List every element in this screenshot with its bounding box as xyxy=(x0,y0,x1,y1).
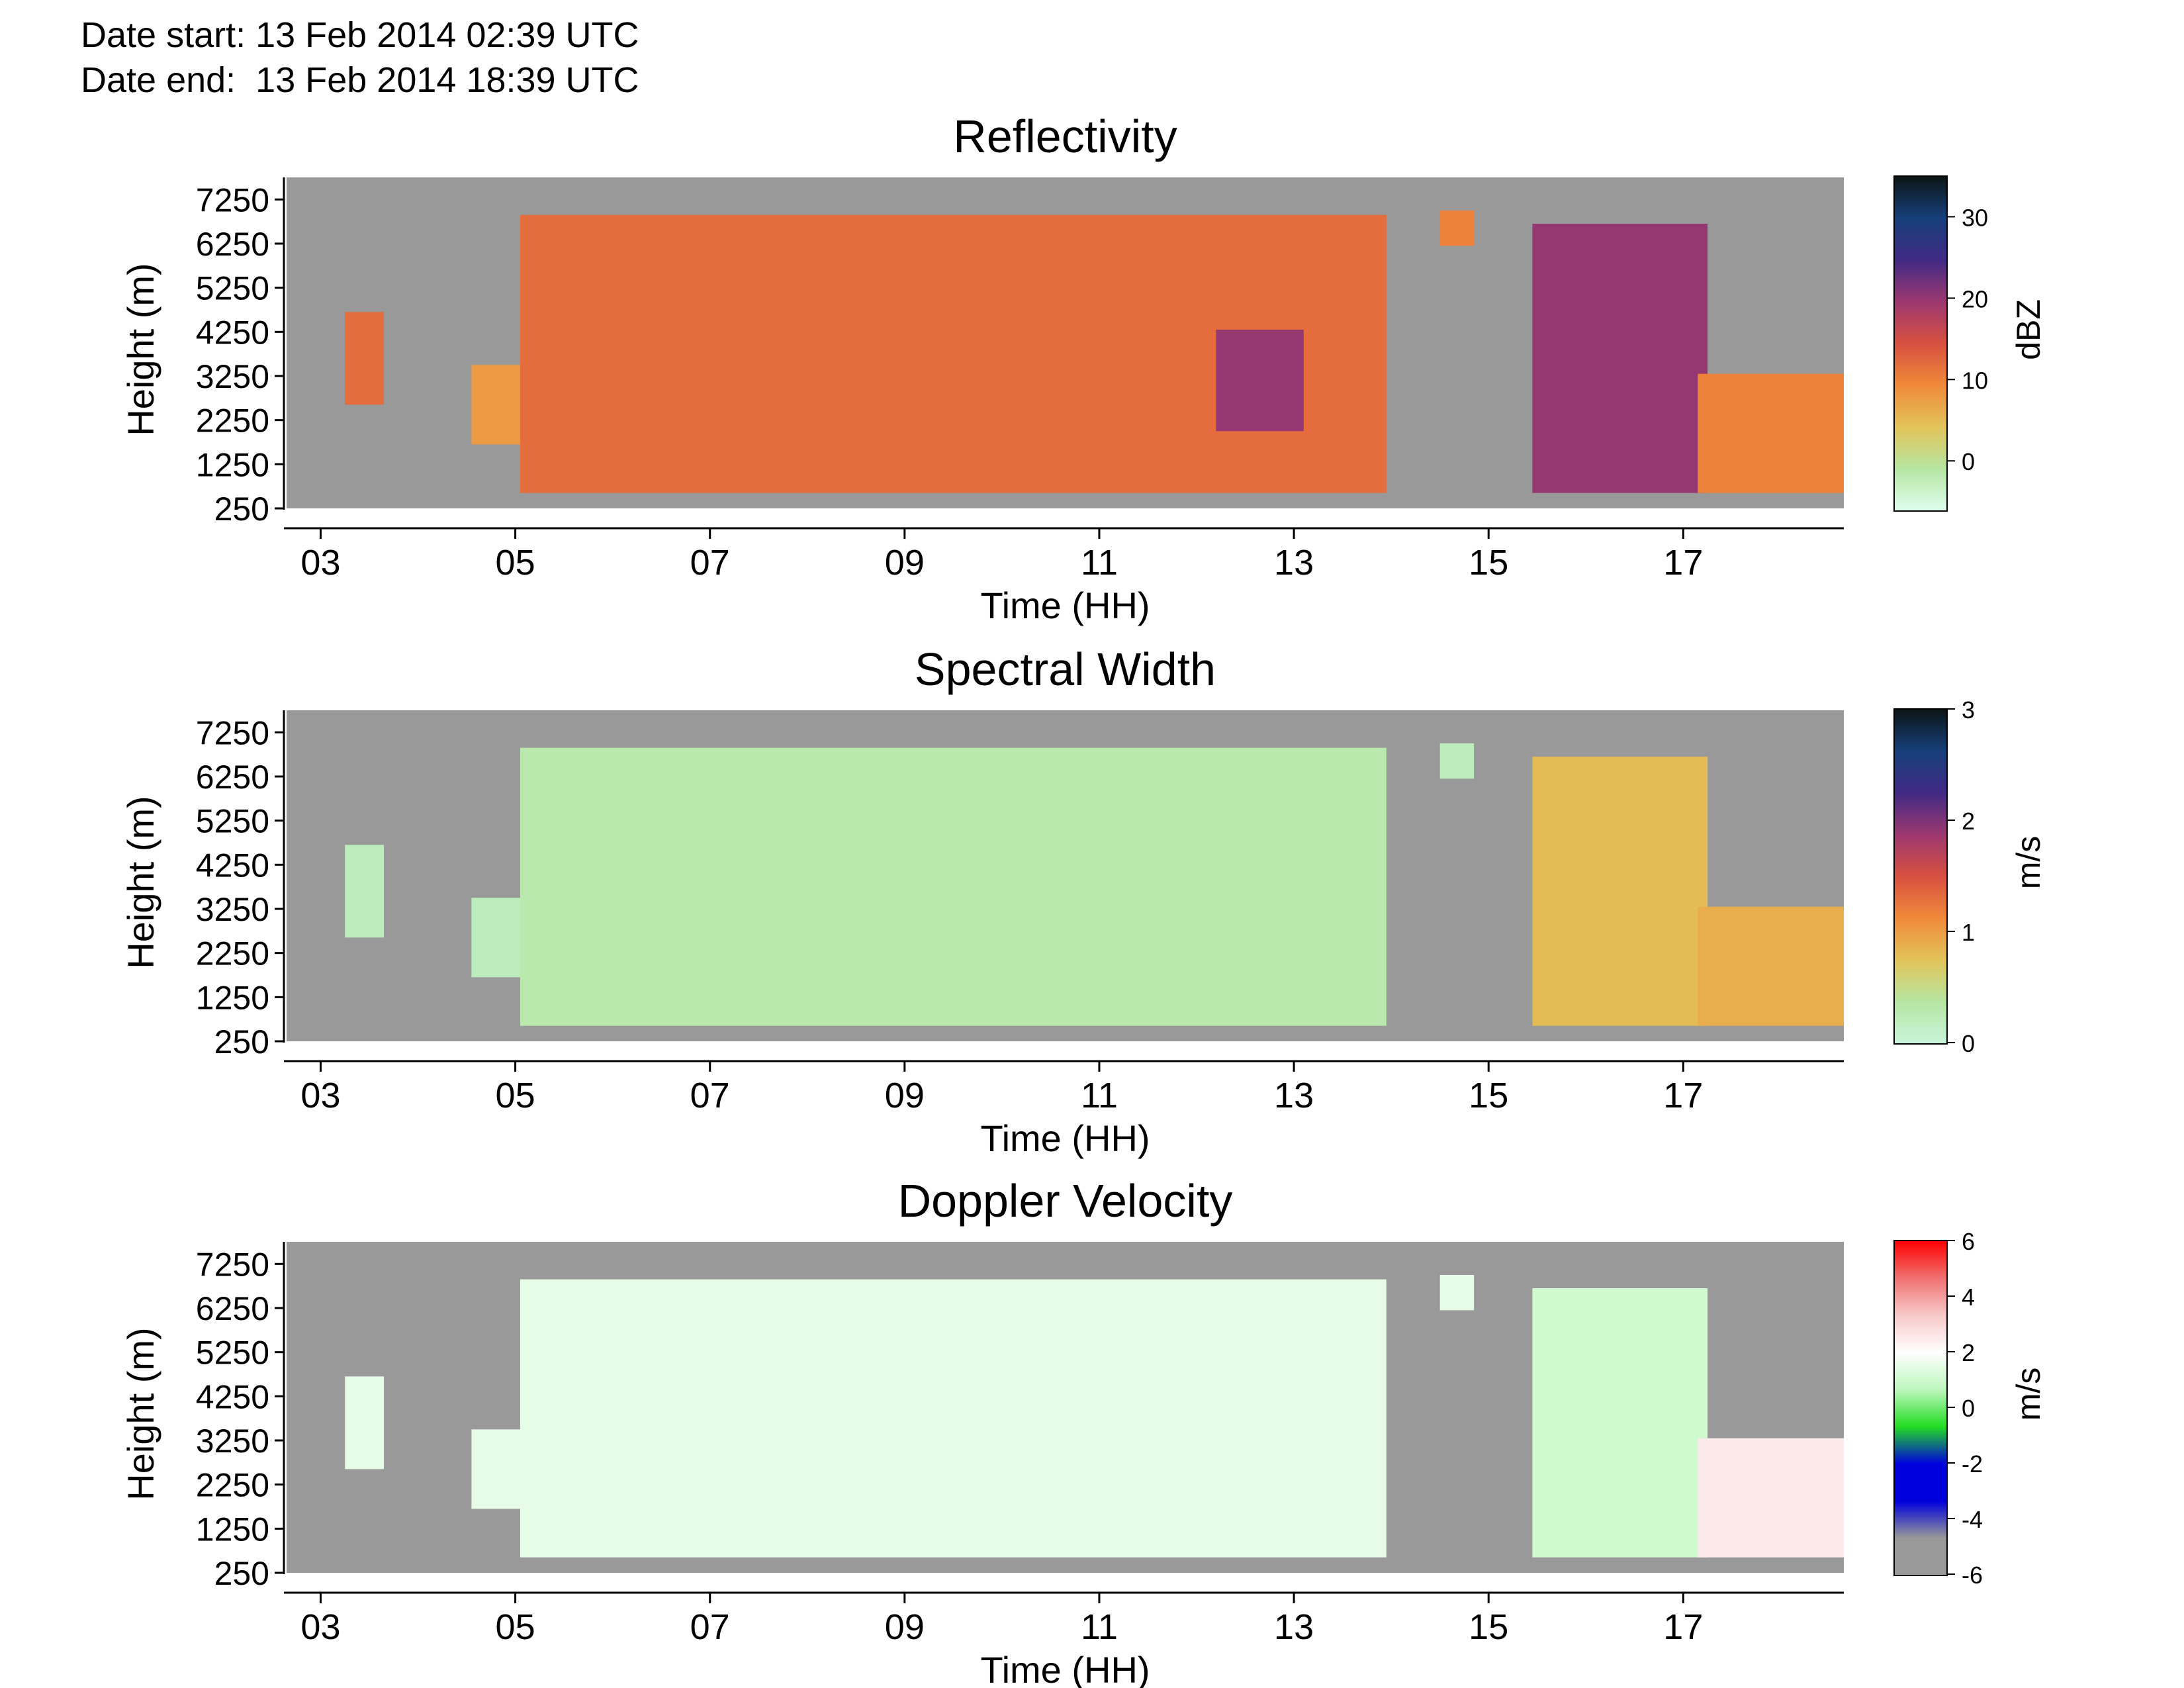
x-tick-label: 11 xyxy=(1081,1607,1118,1647)
colorbar-tick-label: -4 xyxy=(1962,1506,1983,1533)
x-tick-label: 09 xyxy=(885,1607,925,1647)
echo-region xyxy=(1532,1288,1708,1558)
x-tick-label: 09 xyxy=(885,543,925,583)
echo-region xyxy=(1532,224,1708,493)
colorbar xyxy=(1893,175,1948,512)
x-axis-label: Time (HH) xyxy=(980,585,1150,626)
echo-region xyxy=(1698,373,1844,493)
y-tick-label: 250 xyxy=(214,1023,269,1060)
y-tick-label: 5250 xyxy=(196,270,269,307)
colorbar-tick-label: -2 xyxy=(1962,1450,1983,1477)
panel-2: Doppler Velocity 250 1250 2250 3250 4250 5250 6… xyxy=(120,1175,2047,1688)
x-tick-label: 17 xyxy=(1663,543,1703,583)
colorbar-tick-label: 6 xyxy=(1962,1228,1975,1255)
echo-region xyxy=(1439,1275,1475,1311)
y-axis-label: Height (m) xyxy=(120,796,161,968)
y-tick-label: 6250 xyxy=(196,226,269,263)
echo-region xyxy=(1439,211,1475,246)
date-start-label: Date start: 13 Feb 2014 02:39 UTC xyxy=(81,15,639,55)
x-tick-label: 15 xyxy=(1469,1607,1508,1647)
x-tick-label: 15 xyxy=(1469,1076,1508,1115)
x-tick-label: 17 xyxy=(1663,1076,1703,1115)
y-tick-label: 3250 xyxy=(196,358,269,395)
colorbar-tick-label: 4 xyxy=(1962,1284,1975,1311)
colorbar-tick-label: 2 xyxy=(1962,808,1975,835)
colorbar-tick-label: 1 xyxy=(1962,919,1975,946)
x-tick-label: 13 xyxy=(1274,1607,1314,1647)
echo-region xyxy=(345,1376,385,1470)
panel-0: Reflectivity 250 1250 2250 3250 4250 5250 6250 7… xyxy=(120,111,2047,626)
x-tick-label: 11 xyxy=(1081,543,1118,583)
x-tick-label: 03 xyxy=(300,1607,340,1647)
x-tick-label: 07 xyxy=(690,1076,730,1115)
panel-title: Doppler Velocity xyxy=(898,1175,1233,1227)
y-tick-label: 5250 xyxy=(196,803,269,840)
colorbar-tick-label: 2 xyxy=(1962,1339,1975,1366)
echo-region xyxy=(1698,1438,1844,1558)
y-tick-label: 6250 xyxy=(196,1290,269,1327)
y-tick-label: 1250 xyxy=(196,1511,269,1548)
x-tick-label: 05 xyxy=(496,1607,535,1647)
y-axis-label: Height (m) xyxy=(120,263,161,436)
colorbar xyxy=(1893,1240,1948,1576)
panel-title: Spectral Width xyxy=(915,643,1216,695)
colorbar-tick-label: 0 xyxy=(1962,448,1975,475)
date-end-label: Date end: 13 Feb 2014 18:39 UTC xyxy=(81,60,639,100)
y-axis-label: Height (m) xyxy=(120,1327,161,1500)
y-tick-label: 2250 xyxy=(196,1467,269,1504)
colorbar-tick-label: -6 xyxy=(1962,1562,1983,1589)
colorbar-tick-label: 0 xyxy=(1962,1395,1975,1422)
x-tick-label: 03 xyxy=(300,543,340,583)
echo-region xyxy=(1698,906,1844,1026)
colorbar-tick-label: 30 xyxy=(1962,204,1988,231)
y-tick-label: 4250 xyxy=(196,1378,269,1415)
x-tick-label: 03 xyxy=(300,1076,340,1115)
colorbar-label: m/s xyxy=(2010,836,2047,890)
echo-region xyxy=(1439,743,1475,779)
echo-region xyxy=(1532,757,1708,1026)
y-tick-label: 250 xyxy=(214,1555,269,1592)
x-axis-label: Time (HH) xyxy=(980,1117,1150,1159)
colorbar-tick-label: 10 xyxy=(1962,367,1988,394)
colorbar-label: m/s xyxy=(2010,1368,2047,1421)
y-tick-label: 4250 xyxy=(196,314,269,351)
y-tick-label: 7250 xyxy=(196,1246,269,1283)
x-tick-label: 09 xyxy=(885,1076,925,1115)
colorbar-tick-label: 20 xyxy=(1962,285,1988,312)
y-tick-label: 7250 xyxy=(196,181,269,218)
x-tick-label: 13 xyxy=(1274,543,1314,583)
x-tick-label: 17 xyxy=(1663,1607,1703,1647)
echo-region xyxy=(520,747,1387,1026)
x-axis-label: Time (HH) xyxy=(980,1649,1150,1688)
panel-title: Reflectivity xyxy=(953,111,1177,162)
y-tick-label: 4250 xyxy=(196,847,269,884)
y-tick-label: 1250 xyxy=(196,979,269,1016)
x-tick-label: 15 xyxy=(1469,543,1508,583)
echo-region xyxy=(345,312,385,405)
panel-1: Spectral Width 250 1250 2250 3250 4250 5250 625… xyxy=(120,643,2047,1159)
echo-region xyxy=(1216,330,1304,432)
y-tick-label: 3250 xyxy=(196,891,269,928)
x-tick-label: 07 xyxy=(690,543,730,583)
y-tick-label: 6250 xyxy=(196,759,269,796)
y-tick-label: 250 xyxy=(214,491,269,528)
echo-region xyxy=(520,1279,1387,1558)
y-tick-label: 5250 xyxy=(196,1335,269,1372)
colorbar-tick-label: 0 xyxy=(1962,1030,1975,1057)
x-tick-label: 05 xyxy=(496,543,535,583)
y-tick-label: 2250 xyxy=(196,402,269,440)
colorbar-tick-label: 3 xyxy=(1962,696,1975,724)
y-tick-label: 7250 xyxy=(196,714,269,751)
colorbar-label: dBZ xyxy=(2010,299,2047,360)
y-tick-label: 3250 xyxy=(196,1423,269,1460)
x-tick-label: 05 xyxy=(496,1076,535,1115)
x-tick-label: 07 xyxy=(690,1607,730,1647)
x-tick-label: 11 xyxy=(1081,1076,1118,1115)
y-tick-label: 1250 xyxy=(196,446,269,483)
y-tick-label: 2250 xyxy=(196,935,269,972)
echo-region xyxy=(345,845,385,938)
x-tick-label: 13 xyxy=(1274,1076,1314,1115)
colorbar xyxy=(1893,708,1948,1045)
